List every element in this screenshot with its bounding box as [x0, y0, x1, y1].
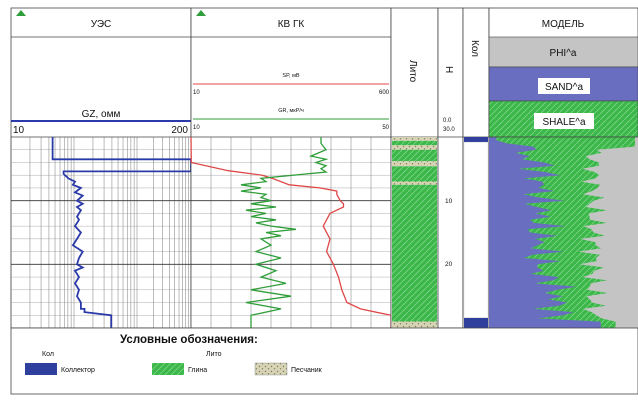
sp-scale-min: 10: [193, 90, 200, 96]
track-model: МОДЕЛЬ PHI^a SAND^a SHALE^a: [488, 7, 638, 329]
track-res-title: УЭС: [91, 19, 112, 30]
depth-bottom-value: 30.0: [443, 127, 455, 133]
res-scale-max: 200: [171, 125, 188, 136]
track-depth-title: Н: [443, 66, 454, 73]
legend-sand-label: Песчаник: [291, 367, 323, 374]
collapse-icon[interactable]: [196, 10, 206, 16]
model-phi-label: PHI^a: [550, 48, 577, 59]
lith-interval: [392, 149, 437, 162]
gz-curve: [51, 137, 192, 328]
lith-interval: [392, 161, 437, 167]
model-sand-label: SAND^a: [545, 82, 583, 93]
depth-top-value: 0.0: [443, 118, 452, 124]
model-sand-area: [489, 137, 601, 328]
lith-column: [392, 137, 437, 328]
depth-tick: 20: [445, 261, 453, 268]
track-model-title: МОДЕЛЬ: [542, 19, 585, 30]
lith-interval: [392, 184, 437, 322]
lith-interval: [392, 166, 437, 182]
lith-interval: [392, 140, 437, 146]
collector-interval: [464, 317, 488, 328]
track-lith-title: Лито: [407, 60, 418, 83]
lith-interval: [392, 321, 437, 328]
res-scale-min: 10: [13, 125, 25, 136]
legend-collector-label: Коллектор: [61, 367, 95, 374]
depth-tick: 10: [445, 198, 453, 205]
gr-scale-max: 50: [382, 125, 389, 131]
lith-interval: [392, 137, 437, 141]
model-phi-header: [488, 36, 638, 68]
legend-collector-swatch: [25, 363, 57, 375]
legend-kol-header: Кол: [42, 351, 54, 358]
lith-interval: [392, 145, 437, 150]
non-collector-interval: [463, 141, 489, 318]
collapse-icon[interactable]: [16, 10, 26, 16]
collector-column: [463, 137, 489, 328]
lith-interval: [392, 181, 437, 185]
track-gk: КВ ГК SP, мВ 10 600 GR, мкР/ч 10 50: [190, 7, 392, 329]
collector-interval: [464, 137, 488, 143]
legend-sand-swatch: [254, 362, 288, 376]
track-kol: Кол: [462, 7, 490, 329]
sp-scale-max: 600: [379, 90, 390, 96]
legend-clay-swatch: [152, 363, 184, 375]
model-shale-label: SHALE^a: [542, 117, 585, 128]
legend-lith-header: Лито: [206, 351, 222, 358]
gr-scale-min: 10: [193, 125, 200, 131]
track-lith: Лито: [390, 7, 439, 329]
legend-title: Условные обозначения:: [120, 334, 258, 346]
gr-curve-label: GR, мкР/ч: [278, 108, 304, 114]
gr-curve: [240, 137, 329, 328]
track-res: УЭС GZ, омм 10 200: [10, 7, 192, 329]
sp-curve-label: SP, мВ: [282, 73, 299, 79]
track-kol-title: Кол: [469, 40, 480, 57]
legend-clay-label: Глина: [188, 367, 207, 374]
track-gk-title: КВ ГК: [278, 19, 305, 30]
legend: Условные обозначения: Кол Лито Коллектор…: [10, 327, 638, 395]
track-depth: Н 0.0 30.0 10 20: [437, 7, 464, 329]
res-curve-label: GZ, омм: [82, 109, 121, 120]
